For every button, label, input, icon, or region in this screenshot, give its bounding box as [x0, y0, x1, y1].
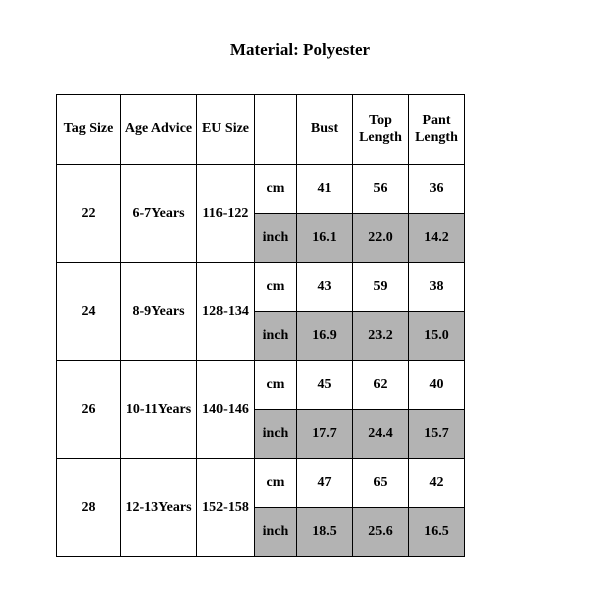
- cell-eu: 140-146: [197, 361, 255, 459]
- cell-pant-cm: 42: [409, 459, 465, 508]
- cell-unit-inch: inch: [255, 508, 297, 557]
- cell-top-cm: 65: [353, 459, 409, 508]
- cell-bust-inch: 16.9: [297, 312, 353, 361]
- cell-pant-inch: 16.5: [409, 508, 465, 557]
- cell-top-inch: 23.2: [353, 312, 409, 361]
- size-table: Tag Size Age Advice EU Size Bust Top Len…: [56, 94, 465, 557]
- col-bust: Bust: [297, 95, 353, 165]
- cell-unit-cm: cm: [255, 165, 297, 214]
- material-title: Material: Polyester: [0, 40, 600, 60]
- table-row: 26 10-11Years 140-146 cm 45 62 40: [57, 361, 465, 410]
- table-row: 22 6-7Years 116-122 cm 41 56 36: [57, 165, 465, 214]
- cell-pant-cm: 38: [409, 263, 465, 312]
- cell-eu: 116-122: [197, 165, 255, 263]
- cell-tag: 28: [57, 459, 121, 557]
- page: Material: Polyester Tag Size Age Advice …: [0, 0, 600, 600]
- table-row: 24 8-9Years 128-134 cm 43 59 38: [57, 263, 465, 312]
- cell-pant-inch: 14.2: [409, 214, 465, 263]
- cell-pant-inch: 15.0: [409, 312, 465, 361]
- cell-bust-inch: 17.7: [297, 410, 353, 459]
- cell-unit-cm: cm: [255, 459, 297, 508]
- cell-age: 6-7Years: [121, 165, 197, 263]
- cell-eu: 128-134: [197, 263, 255, 361]
- table-body: 22 6-7Years 116-122 cm 41 56 36 inch 16.…: [57, 165, 465, 557]
- table-row: 28 12-13Years 152-158 cm 47 65 42: [57, 459, 465, 508]
- cell-top-inch: 25.6: [353, 508, 409, 557]
- col-age-advice: Age Advice: [121, 95, 197, 165]
- cell-top-cm: 62: [353, 361, 409, 410]
- col-top-length: Top Length: [353, 95, 409, 165]
- cell-unit-cm: cm: [255, 263, 297, 312]
- cell-age: 10-11Years: [121, 361, 197, 459]
- cell-unit-inch: inch: [255, 410, 297, 459]
- cell-tag: 22: [57, 165, 121, 263]
- cell-unit-inch: inch: [255, 214, 297, 263]
- table-header-row: Tag Size Age Advice EU Size Bust Top Len…: [57, 95, 465, 165]
- cell-tag: 26: [57, 361, 121, 459]
- cell-top-inch: 22.0: [353, 214, 409, 263]
- cell-age: 8-9Years: [121, 263, 197, 361]
- cell-pant-inch: 15.7: [409, 410, 465, 459]
- col-eu-size: EU Size: [197, 95, 255, 165]
- cell-top-inch: 24.4: [353, 410, 409, 459]
- col-unit: [255, 95, 297, 165]
- cell-tag: 24: [57, 263, 121, 361]
- cell-pant-cm: 36: [409, 165, 465, 214]
- cell-eu: 152-158: [197, 459, 255, 557]
- col-tag-size: Tag Size: [57, 95, 121, 165]
- cell-bust-cm: 41: [297, 165, 353, 214]
- cell-bust-cm: 43: [297, 263, 353, 312]
- cell-age: 12-13Years: [121, 459, 197, 557]
- cell-pant-cm: 40: [409, 361, 465, 410]
- cell-bust-inch: 16.1: [297, 214, 353, 263]
- cell-top-cm: 59: [353, 263, 409, 312]
- cell-bust-inch: 18.5: [297, 508, 353, 557]
- cell-top-cm: 56: [353, 165, 409, 214]
- cell-bust-cm: 47: [297, 459, 353, 508]
- col-pant-length: Pant Length: [409, 95, 465, 165]
- cell-unit-cm: cm: [255, 361, 297, 410]
- cell-unit-inch: inch: [255, 312, 297, 361]
- cell-bust-cm: 45: [297, 361, 353, 410]
